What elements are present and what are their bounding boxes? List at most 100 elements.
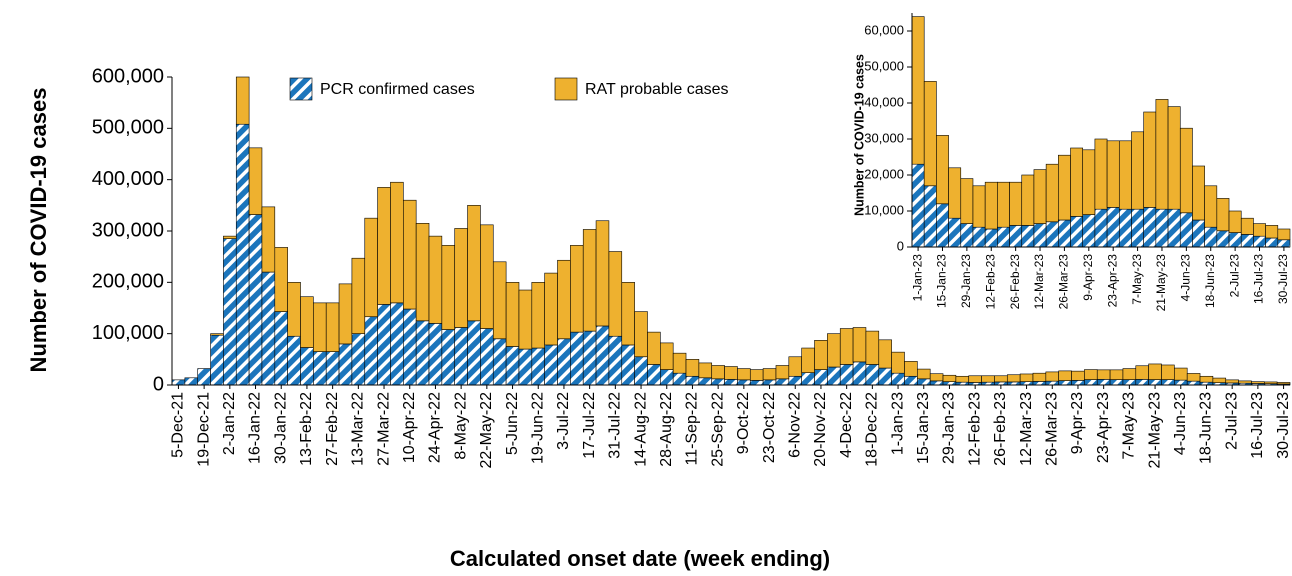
bar-segment <box>948 217 962 248</box>
bar-segment <box>621 282 635 346</box>
x-tick-label: 15-Jan-23 <box>935 254 949 308</box>
bar-segment <box>1131 208 1144 248</box>
bar-segment <box>480 328 494 386</box>
bar-segment <box>1216 198 1230 232</box>
bar-segment <box>827 333 841 368</box>
bar-segment <box>505 282 520 347</box>
bar-segment <box>325 302 340 352</box>
bar-segment <box>788 375 802 386</box>
bar-segment <box>942 374 957 382</box>
bar-segment <box>518 348 533 386</box>
bar-segment <box>1155 99 1169 210</box>
bar-segment <box>1265 237 1279 248</box>
x-tick-label: 29-Jan-23 <box>941 392 958 464</box>
bar-segment <box>248 147 263 215</box>
bar-segment <box>1006 374 1021 383</box>
bar-segment <box>1122 379 1137 386</box>
bar-segment <box>1192 219 1205 248</box>
bar-segment <box>972 185 986 228</box>
bar-segment <box>1276 382 1291 385</box>
x-tick-label: 26-Feb-23 <box>992 392 1009 466</box>
bar-segment <box>1082 149 1096 215</box>
x-tick-label: 2-Jul-23 <box>1223 392 1240 450</box>
x-tick-label: 22-May-22 <box>478 392 495 469</box>
y-tick-label: 0 <box>897 238 904 253</box>
bar-segment <box>582 229 597 332</box>
x-tick-label: 4-Dec-22 <box>838 392 855 458</box>
bar-segment <box>997 181 1010 228</box>
bar-segment <box>814 369 828 386</box>
x-tick-label: 18-Dec-22 <box>864 392 881 467</box>
bar-segment <box>972 226 986 248</box>
bar-segment <box>313 302 327 352</box>
bar-segment <box>749 369 764 381</box>
bar-segment <box>1228 232 1242 248</box>
x-tick-label: 25-Sep-22 <box>709 392 726 467</box>
x-tick-label: 30-Jul-23 <box>1275 392 1292 459</box>
bar-segment <box>570 245 584 333</box>
bar-segment <box>634 356 648 386</box>
bar-segment <box>1109 379 1124 386</box>
bar-segment <box>1045 371 1059 382</box>
bar-segment <box>210 333 224 336</box>
bar-segment <box>801 347 815 373</box>
x-tick-label: 26-Mar-23 <box>1057 254 1071 310</box>
bar-segment <box>1071 380 1085 386</box>
bar-segment <box>338 343 353 386</box>
bar-segment <box>1082 214 1096 248</box>
bar-segment <box>1058 154 1071 221</box>
bar-segment <box>878 339 892 369</box>
x-tick-label: 2-Jan-22 <box>221 392 238 455</box>
bar-segment <box>531 282 545 349</box>
bar-segment <box>1033 223 1047 248</box>
bar-segment <box>1058 219 1071 248</box>
bar-segment <box>878 367 892 386</box>
bar-segment <box>1148 379 1162 386</box>
bar-segment <box>274 247 288 312</box>
x-tick-label: 7-May-23 <box>1121 392 1138 460</box>
bar-segment <box>313 351 327 386</box>
bar-segment <box>660 342 674 370</box>
y-tick-label: 50,000 <box>864 58 904 73</box>
x-tick-label: 12-Feb-23 <box>983 254 997 310</box>
bar-segment <box>557 259 571 340</box>
bar-segment <box>608 251 623 337</box>
bar-segment <box>274 311 288 386</box>
x-tick-label: 13-Mar-22 <box>350 392 367 466</box>
bar-segment <box>1253 235 1266 248</box>
bar-segment <box>749 380 764 386</box>
bar-segment <box>1179 127 1193 214</box>
y-axis-title: Number of COVID-19 cases <box>852 54 866 216</box>
bar-segment <box>865 364 880 386</box>
bar-segment <box>685 375 700 386</box>
bar-segment <box>1032 381 1047 386</box>
bar-segment <box>1096 369 1111 380</box>
bar-segment <box>1155 208 1169 248</box>
bar-segment <box>351 333 366 386</box>
bar-segment <box>891 351 905 374</box>
bar-segment <box>904 375 918 386</box>
bar-segment <box>711 378 725 386</box>
bar-segment <box>981 375 995 383</box>
bar-segment <box>441 329 456 386</box>
bar-segment <box>997 226 1010 248</box>
bar-segment <box>1179 212 1193 248</box>
bar-segment <box>960 223 974 248</box>
bar-segment <box>711 365 725 380</box>
bar-segment <box>1045 221 1059 248</box>
x-tick-label: 23-Oct-22 <box>761 392 778 463</box>
bar-segment <box>762 379 777 386</box>
bar-segment <box>1199 375 1214 383</box>
bar-segment <box>1084 379 1098 386</box>
bar-segment <box>904 361 918 377</box>
y-tick-label: 20,000 <box>864 166 904 181</box>
bar-segment <box>852 327 867 363</box>
bar-segment <box>184 377 199 386</box>
bar-segment <box>223 235 237 239</box>
x-tick-label: 28-Aug-22 <box>658 392 675 467</box>
bar-segment <box>248 214 263 386</box>
bar-segment <box>261 271 276 386</box>
bar-segment <box>917 368 931 380</box>
bar-segment <box>390 302 404 386</box>
bar-segment <box>1228 210 1242 233</box>
